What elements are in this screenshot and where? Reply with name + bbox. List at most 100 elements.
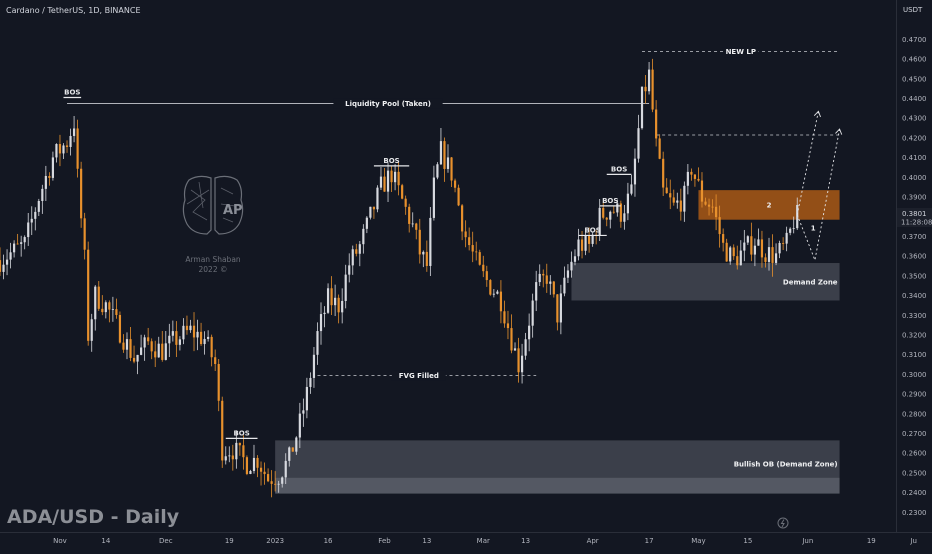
candle-body [690, 171, 693, 175]
candle-body [164, 343, 167, 360]
candle-body [136, 354, 139, 362]
candle-body [693, 174, 697, 179]
candle-body [224, 456, 227, 461]
zone-label-2: 2 [767, 201, 772, 209]
candle-body [199, 331, 203, 345]
candle-body [369, 206, 372, 218]
candle-body [700, 180, 704, 202]
candle-body [270, 481, 273, 484]
candle-body [94, 286, 97, 320]
candle-body [665, 187, 668, 194]
candle-body [679, 200, 682, 212]
candle-body [358, 244, 361, 254]
bullish-ob-label: Bullish OB (Demand Zone) [734, 461, 838, 469]
candle-body [517, 348, 520, 373]
candle-body [2, 264, 5, 272]
candle-body [637, 128, 640, 159]
candle-body [489, 280, 492, 295]
logo-year: 2022 © [199, 265, 228, 274]
candle-body [729, 247, 732, 262]
candle-body [619, 203, 622, 222]
candle-body [704, 201, 707, 205]
lightning-icon[interactable] [777, 517, 789, 529]
candle-body [535, 282, 538, 301]
x-tick-label: 14 [101, 537, 110, 545]
candle-body [69, 135, 72, 147]
candle-body [408, 206, 411, 224]
x-tick-label: Apr [587, 537, 599, 545]
candle-body [552, 281, 555, 295]
candle-body [309, 377, 312, 387]
candle-body [633, 158, 637, 185]
candle-body [235, 442, 238, 460]
y-tick-label: 0.3900 [902, 194, 927, 202]
candle-body [383, 176, 386, 192]
candle-body [171, 331, 174, 336]
candle-body [785, 232, 788, 244]
bos-label: BOS [611, 165, 627, 173]
candle-body [140, 347, 143, 355]
candle-body [499, 291, 503, 312]
candle-body [715, 206, 718, 218]
candle-body [464, 231, 467, 238]
candle-body [584, 235, 587, 251]
candle-body [630, 184, 633, 194]
candle-body [468, 237, 471, 246]
y-tick-label: 0.2800 [902, 410, 927, 418]
candle-body [626, 193, 629, 214]
candle-body [147, 337, 150, 342]
bos-label: BOS [233, 429, 249, 437]
demand-zone-label: Demand Zone [783, 278, 838, 286]
candle-body [203, 338, 206, 345]
candle-body [640, 86, 644, 129]
candle-body [485, 271, 488, 281]
candle-body [125, 339, 129, 350]
candle-body [545, 275, 548, 284]
candle-body [397, 171, 400, 186]
y-tick-label: 0.2700 [902, 430, 927, 438]
candle-body [129, 339, 132, 358]
candle-body [573, 256, 577, 262]
candle-body [111, 309, 114, 310]
y-tick-label: 0.4400 [902, 95, 927, 103]
candle-body [90, 319, 93, 341]
candle-body [13, 243, 16, 253]
candle-body [97, 286, 100, 309]
candle-body [782, 243, 785, 244]
candle-body [5, 259, 9, 265]
y-tick-label: 0.3600 [902, 253, 927, 261]
candle-body [651, 69, 654, 110]
candle-body [612, 211, 615, 213]
candle-body [326, 288, 330, 313]
candle-body [616, 203, 619, 213]
candle-body [150, 341, 153, 352]
candle-body [559, 293, 562, 323]
candle-body [510, 328, 513, 351]
candle-body [288, 447, 291, 461]
fvg-filled-label-bg [391, 370, 446, 381]
candle-body [55, 144, 58, 158]
candle-body [41, 188, 44, 202]
last-price-badge: 0.3801 11:28:08 [897, 208, 932, 227]
bos-label: BOS [602, 197, 618, 205]
candle-body [771, 247, 774, 263]
candle-body [27, 222, 30, 238]
candle-body [432, 177, 435, 218]
candle-body [330, 288, 333, 306]
candle-body [108, 302, 111, 310]
candle-body [334, 297, 337, 306]
candle-body [707, 204, 711, 207]
candle-body [461, 205, 464, 232]
y-tick-label: 0.3200 [902, 331, 927, 339]
candle-body [104, 302, 107, 313]
candle-body [566, 270, 570, 278]
candle-body [570, 261, 573, 271]
candle-body [259, 467, 263, 472]
candle-body [658, 138, 661, 159]
fvg-filled-label: FVG Filled [399, 372, 439, 380]
candle-body [796, 205, 799, 229]
candle-body [697, 178, 700, 181]
candle-body [439, 141, 443, 165]
candle-body [753, 245, 756, 255]
